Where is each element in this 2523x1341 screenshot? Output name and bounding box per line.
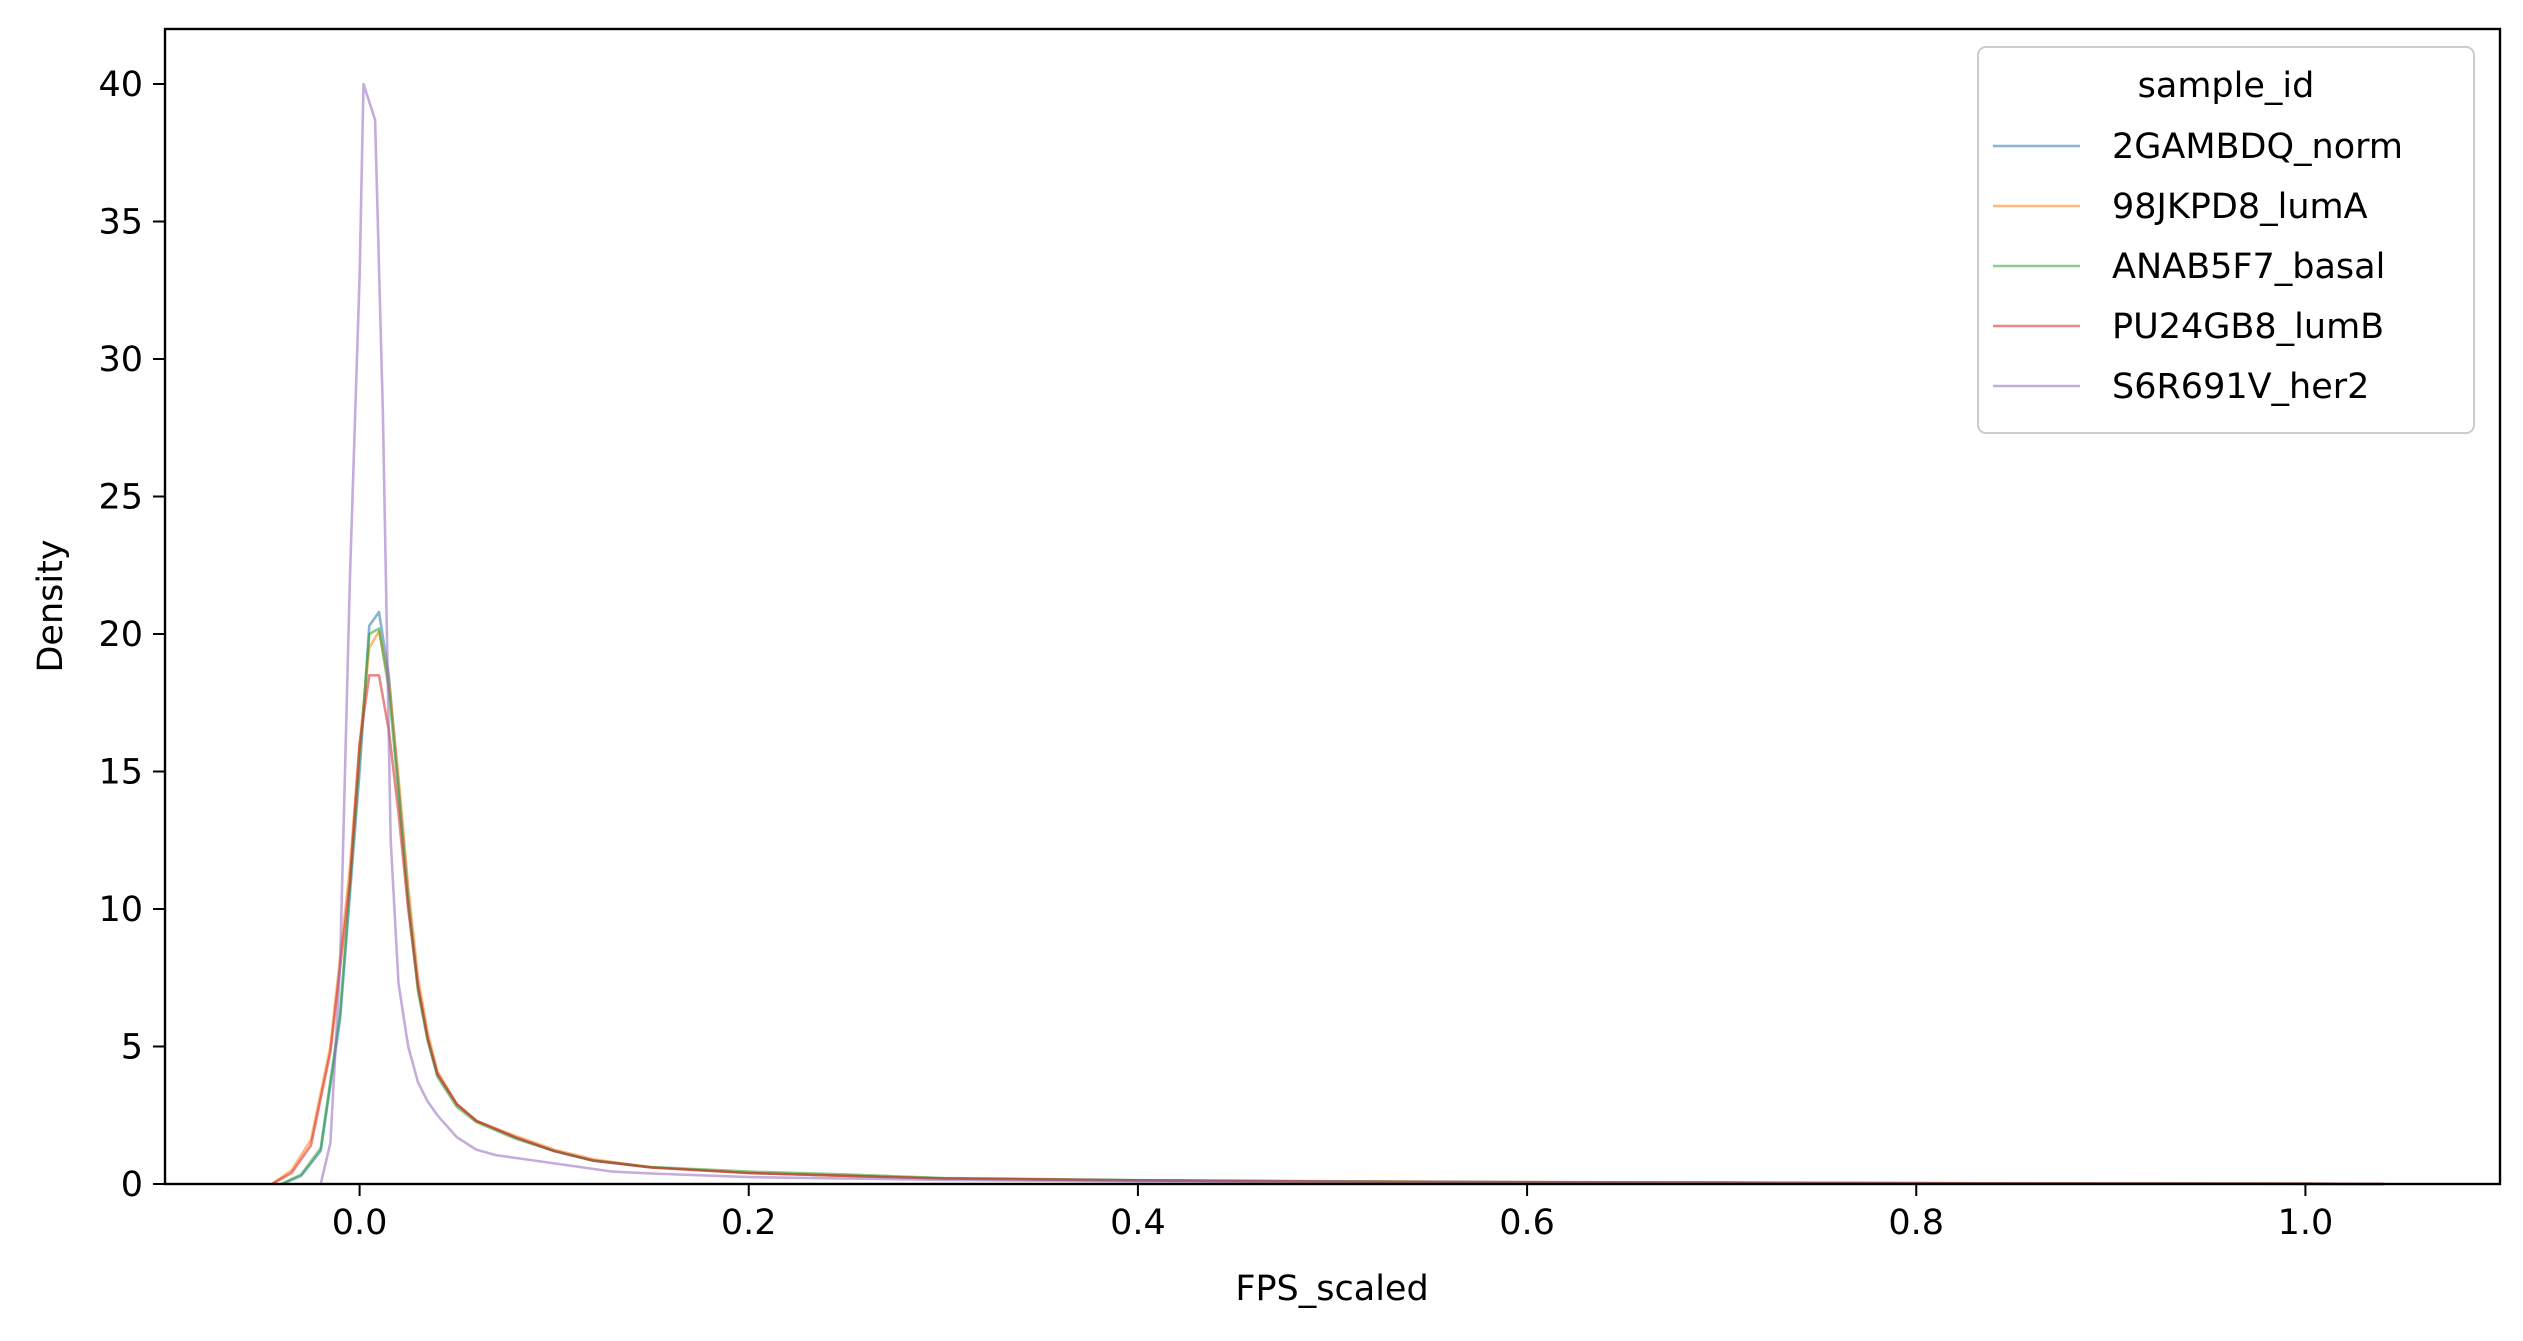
legend-label-anab5f7-basal: ANAB5F7_basal [2112, 247, 2385, 287]
x-axis-label: FPS_scaled [1235, 1269, 1428, 1309]
x-tick-label: 0.8 [1888, 1203, 1944, 1243]
legend-box [1977, 46, 2475, 434]
x-axis: 0.0 0.2 0.4 0.6 0.8 1.0 [332, 1184, 2334, 1243]
y-tick-label: 35 [98, 203, 143, 243]
y-tick-label: 25 [98, 478, 143, 518]
y-tick-label: 15 [98, 753, 143, 793]
y-axis-label: Density [31, 539, 71, 672]
plot-frame [163, 27, 2502, 1186]
legend-label-pu24gb8-lumb: PU24GB8_lumB [2112, 307, 2384, 347]
x-tick-label: 0.4 [1110, 1203, 1166, 1243]
legend-label-s6r691v-her2: S6R691V_her2 [2112, 367, 2369, 407]
x-tick-label: 0.0 [332, 1203, 388, 1243]
x-tick-label: 1.0 [2278, 1203, 2334, 1243]
y-tick-label: 10 [98, 890, 143, 930]
y-tick-label: 40 [98, 65, 143, 105]
y-tick-label: 0 [121, 1165, 143, 1205]
series-line-s6r691v-her2 [319, 82, 2384, 1186]
y-axis: 0 5 10 15 20 25 30 35 40 [98, 65, 165, 1205]
y-tick-label: 5 [121, 1028, 143, 1068]
x-tick-label: 0.2 [721, 1203, 777, 1243]
x-tick-label: 0.6 [1499, 1203, 1555, 1243]
y-tick-label: 20 [98, 615, 143, 655]
legend-items: 2GAMBDQ_norm 98JKPD8_lumA ANAB5F7_basal PU2… [1993, 127, 2403, 407]
y-tick-label: 30 [98, 340, 143, 380]
legend: sample_id 2GAMBDQ_norm 98JKPD8_lumA ANAB5F… [1977, 46, 2475, 434]
legend-title: sample_id [2138, 66, 2315, 106]
legend-label-98jkpd8-luma: 98JKPD8_lumA [2112, 187, 2368, 227]
legend-label-2gambdq-norm: 2GAMBDQ_norm [2112, 127, 2403, 167]
series-layer [271, 82, 2384, 1186]
